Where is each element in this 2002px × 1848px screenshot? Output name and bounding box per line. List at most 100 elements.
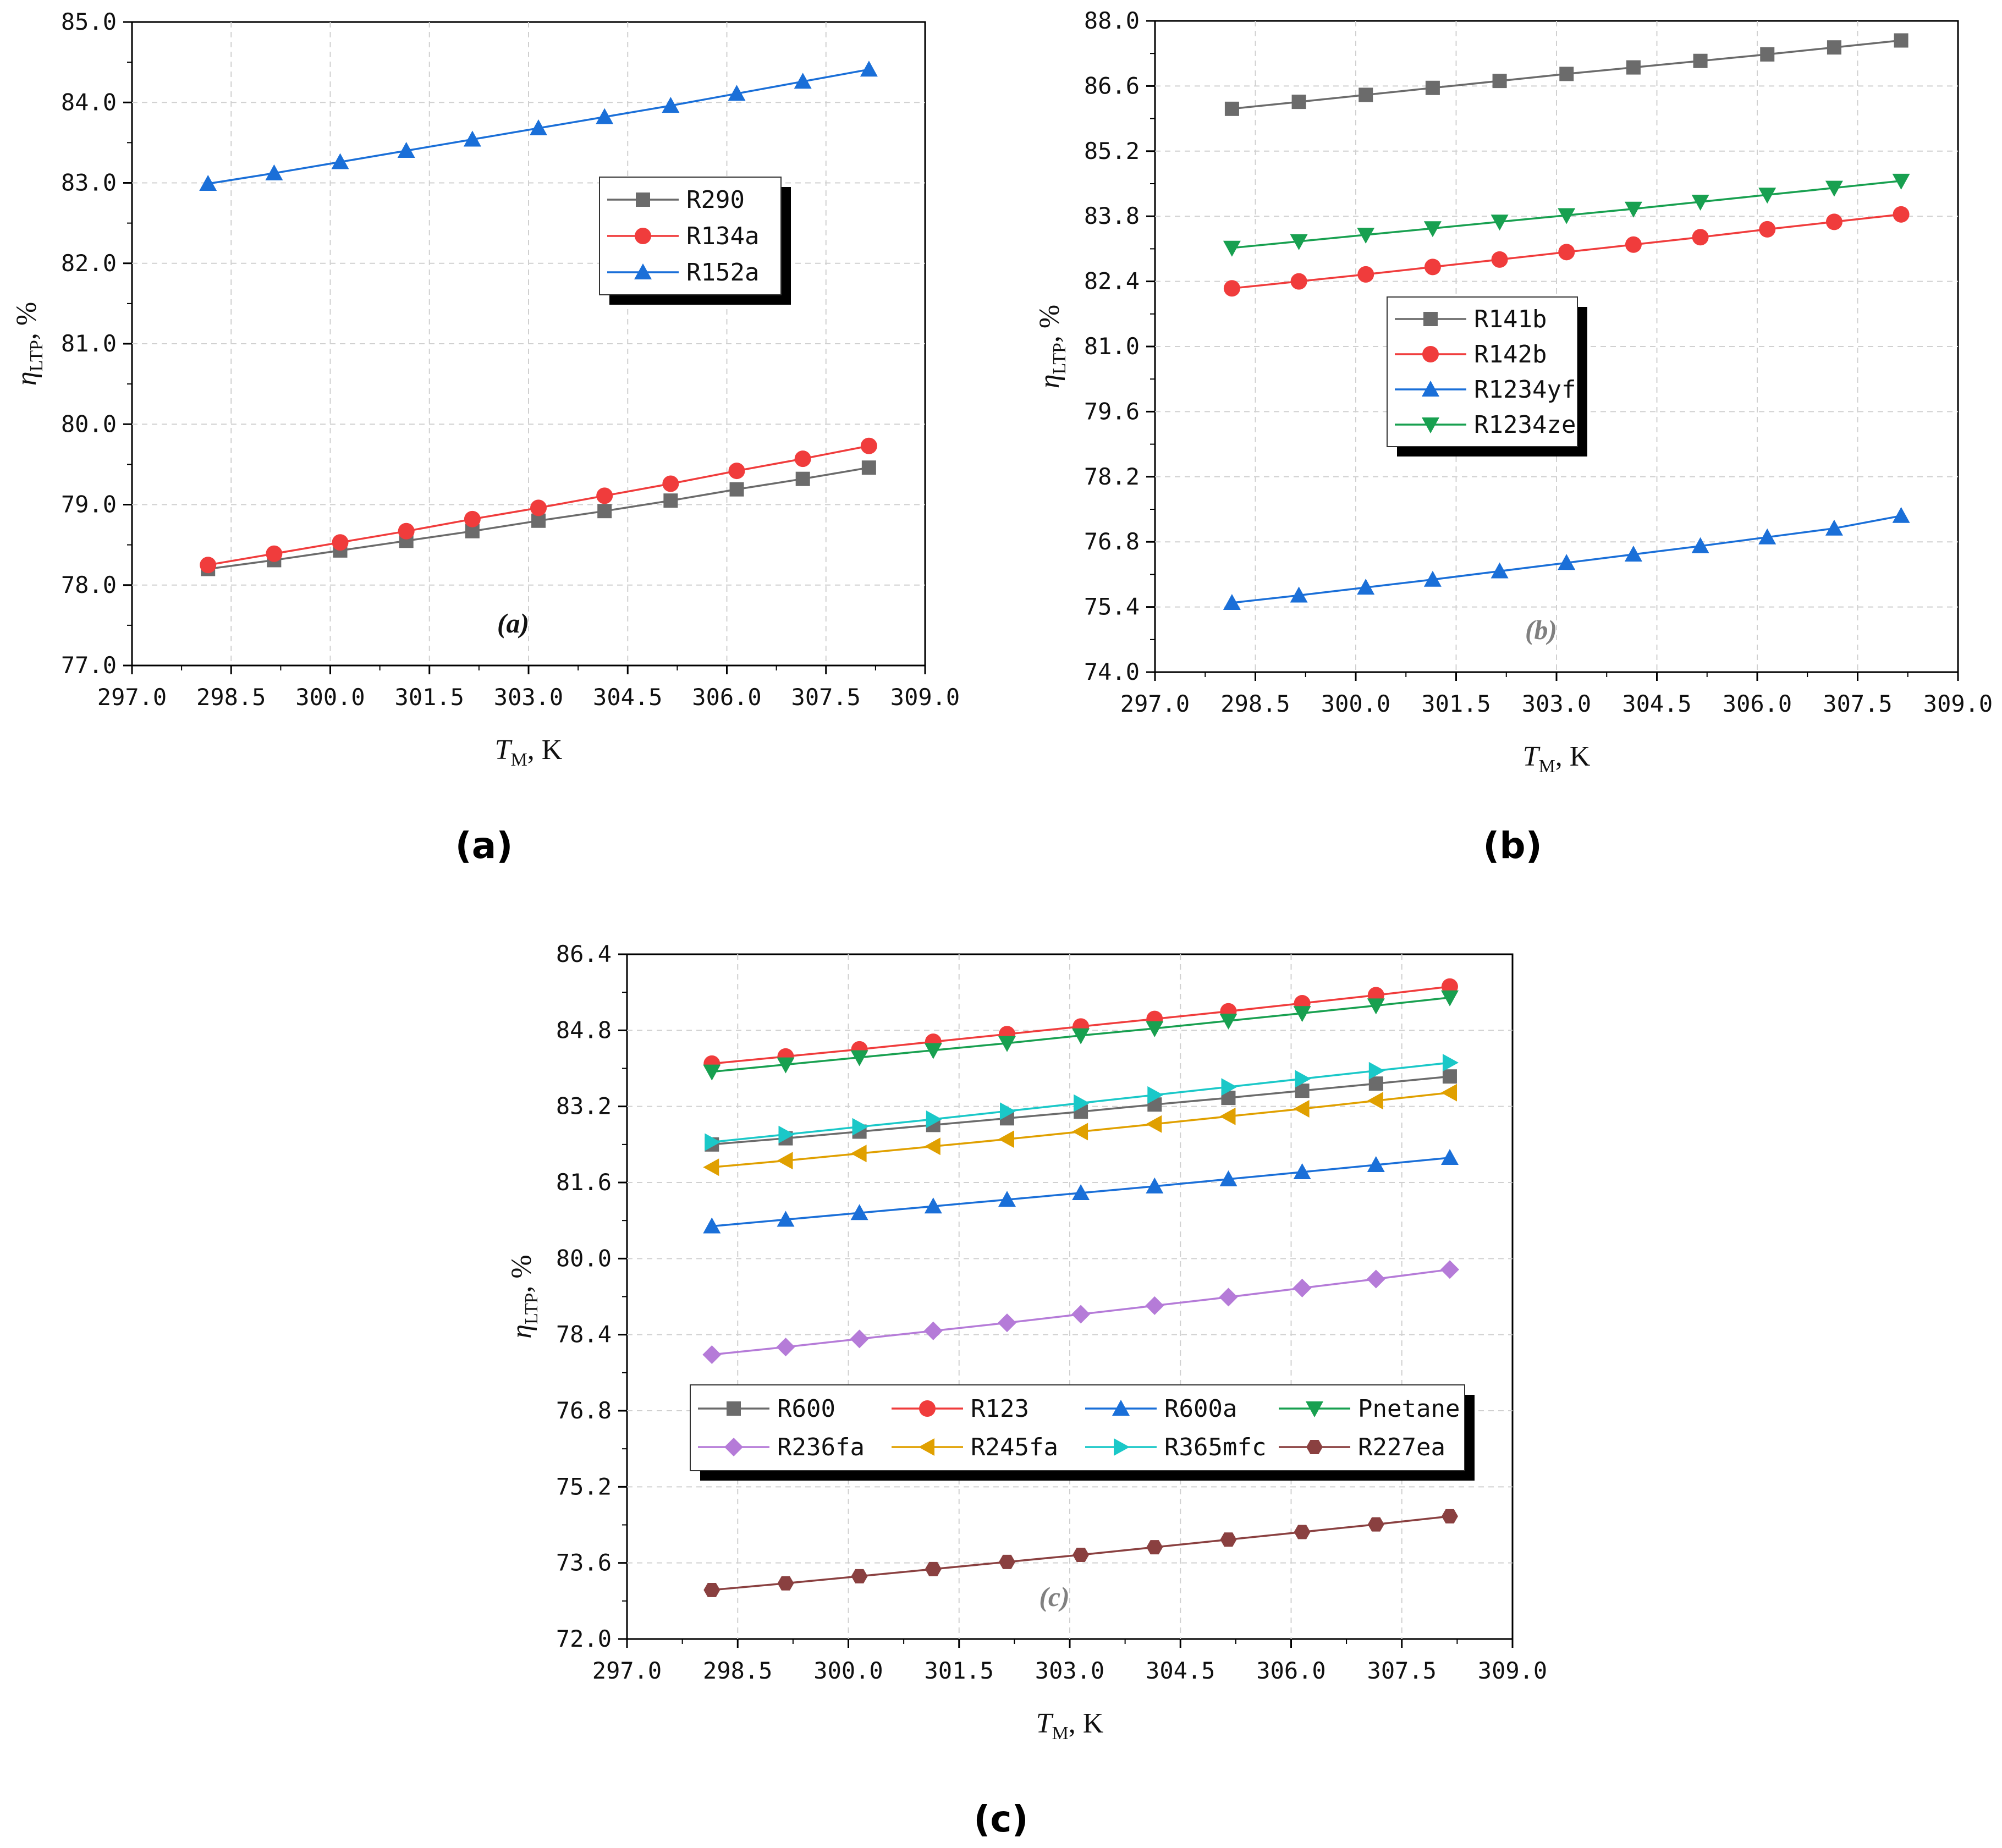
y-tick-label: 74.0 [1084,658,1140,685]
data-point-R152a [728,85,746,101]
data-point-R141b [1559,67,1574,81]
x-tick-label: 297.0 [1120,690,1190,717]
y-tick-label: 73.6 [556,1549,612,1576]
legend-box [1387,296,1578,447]
y-tick-label: 81.0 [1084,333,1140,360]
data-point-R600 [1368,1076,1383,1091]
data-point-Pnetane [924,1043,942,1059]
data-point-R236fa [1219,1288,1238,1307]
data-point-R600a [1367,1156,1385,1172]
legend-marker-R365mfc [1114,1438,1130,1456]
y-tick-label: 80.0 [61,410,117,437]
data-point-R141b [1224,101,1239,116]
x-tick-label: 300.0 [295,684,365,711]
data-point-R152a [199,175,217,191]
data-point-R142b [1625,236,1642,253]
data-point-R600a [924,1197,942,1214]
x-axis-title-unit: , K [1069,1708,1104,1739]
data-point-R134a [530,499,547,516]
legend-marker-R142b [1422,346,1439,362]
data-point-R1234ze [1290,234,1308,250]
data-point-R141b [1894,33,1909,48]
chart-panel-c: (c) 297.0 298.5 300.0 301.5 303.0 304.5 306.0 3… [506,941,1547,1840]
data-point-R365mfc [926,1110,942,1128]
data-point-R1234yf [1491,562,1509,579]
data-point-R227ea [1072,1548,1090,1562]
legend: R141b R142b R1234yf R1234ze [1387,296,1587,457]
chart-panel-b: (b) 297.0 298.5 300.0 301.5 303.0 304.5 306.0 3… [1034,7,1993,867]
data-point-R1234ze [1825,180,1843,197]
data-point-R245fa [1146,1115,1162,1133]
legend-label-R290: R290 [686,186,745,214]
data-point-R236fa [923,1321,943,1340]
data-point-R1234ze [1624,201,1642,218]
data-point-R245fa [1219,1107,1236,1125]
data-point-R365mfc [1443,1054,1459,1072]
y-tick-label: 83.0 [61,169,117,196]
data-point-R152a [331,153,349,169]
y-tick-label: 77.0 [61,652,117,679]
x-tick-label: 306.0 [692,684,761,711]
data-point-R245fa [1293,1100,1310,1118]
y-axis-title-unit: , % [506,1255,537,1292]
data-point-R134a [728,463,745,480]
data-point-R1234ze [1892,173,1910,190]
data-point-R152a [794,73,812,89]
data-point-R141b [1626,60,1641,75]
legend-marker-R600 [727,1401,741,1416]
y-tick-label: 75.2 [556,1473,612,1500]
data-point-R236fa [850,1329,869,1349]
series-R245fa [703,1084,1457,1176]
y-axis-title-unit: , % [1034,305,1065,343]
y-tick-label: 85.0 [61,8,117,35]
data-point-R141b [1291,95,1306,109]
legend-label-Pnetane: Pnetane [1358,1395,1460,1423]
legend-marker-R152a [634,263,652,279]
data-point-R600a [1293,1163,1311,1179]
y-tick-label: 84.8 [556,1016,612,1043]
x-axis-title-variable: T [495,734,513,766]
data-point-R227ea [1367,1517,1384,1532]
x-tick-label: 306.0 [1723,690,1792,717]
x-axis-title: TM, K [1036,1708,1104,1744]
legend-label-R245fa: R245fa [971,1433,1058,1461]
data-point-R142b [1491,251,1508,268]
series-Pnetane [703,990,1459,1081]
data-point-R1234ze [1691,195,1709,211]
data-point-Pnetane [1219,1014,1238,1030]
x-tick-label: 303.0 [1035,1657,1104,1684]
y-tick-label: 83.2 [556,1093,612,1120]
x-tick-label: 307.5 [1823,690,1892,717]
x-tick-label: 307.5 [791,684,861,711]
data-point-R245fa [998,1130,1014,1148]
data-point-R1234ze [1423,221,1442,238]
data-point-R134a [398,522,415,540]
data-point-R236fa [702,1345,722,1364]
x-tick-label: 304.5 [593,684,662,711]
data-point-R1234yf [1825,519,1843,536]
y-tick-label: 82.4 [1084,268,1140,295]
legend-label-R227ea: R227ea [1358,1433,1445,1461]
y-axis-title: ηLTP, % [506,1255,542,1338]
legend-marker-R1234yf [1422,381,1439,397]
data-point-R1234ze [1223,240,1241,257]
data-point-R227ea [999,1554,1015,1569]
data-point-R245fa [1072,1123,1088,1141]
data-point-R134a [464,510,481,527]
data-point-R141b [1693,53,1708,68]
data-point-R141b [1425,80,1440,95]
y-tick-label: 79.0 [61,491,117,518]
x-tick-label: 304.5 [1622,690,1691,717]
legend: R290 R134a R152a [599,177,791,305]
data-point-R227ea [851,1569,868,1583]
x-axis-title-unit: , K [1555,741,1591,772]
legend-label-R236fa: R236fa [777,1433,865,1461]
data-point-R1234yf [1691,537,1709,553]
x-tick-label: 298.5 [703,1657,772,1684]
data-point-R1234yf [1357,579,1375,595]
legend-label-R123: R123 [971,1395,1029,1423]
data-point-R142b [1692,229,1709,246]
legend-marker-R245fa [919,1438,934,1456]
